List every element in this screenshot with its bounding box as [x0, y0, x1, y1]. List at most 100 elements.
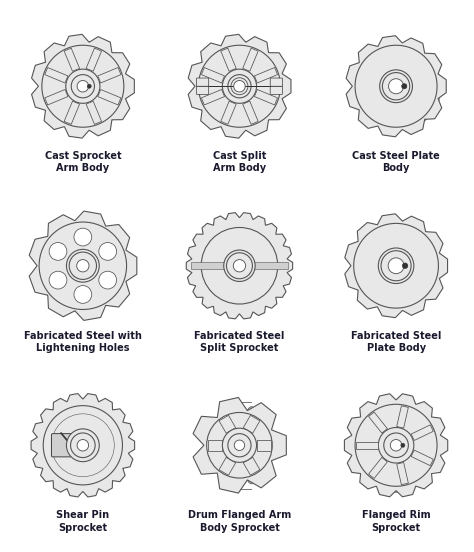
Circle shape [378, 248, 414, 284]
Polygon shape [356, 442, 378, 449]
Polygon shape [86, 48, 101, 71]
Polygon shape [397, 463, 408, 485]
Circle shape [49, 242, 67, 261]
Circle shape [74, 285, 92, 304]
Circle shape [71, 75, 94, 98]
Text: Shear Pin
Sprocket: Shear Pin Sprocket [56, 510, 109, 533]
FancyBboxPatch shape [228, 258, 238, 274]
Circle shape [77, 81, 89, 92]
Circle shape [66, 69, 100, 103]
Circle shape [401, 83, 407, 89]
Ellipse shape [241, 44, 251, 128]
Text: Fabricated Steel
Plate Body: Fabricated Steel Plate Body [351, 331, 441, 353]
Circle shape [207, 412, 272, 478]
Polygon shape [45, 89, 68, 105]
Polygon shape [32, 34, 134, 138]
Text: Flanged Rim
Sprocket: Flanged Rim Sprocket [362, 510, 430, 533]
Circle shape [99, 271, 117, 289]
Circle shape [49, 271, 67, 289]
Ellipse shape [71, 44, 82, 128]
Polygon shape [98, 67, 121, 83]
Polygon shape [369, 412, 387, 433]
Circle shape [233, 259, 246, 272]
Circle shape [383, 72, 410, 100]
Polygon shape [201, 89, 225, 105]
Circle shape [402, 263, 408, 268]
Polygon shape [201, 67, 225, 83]
Polygon shape [411, 425, 433, 440]
Polygon shape [345, 214, 447, 317]
Circle shape [234, 81, 245, 92]
Polygon shape [221, 48, 236, 71]
Circle shape [378, 427, 414, 463]
Polygon shape [219, 457, 236, 475]
Circle shape [43, 406, 122, 485]
FancyBboxPatch shape [270, 86, 283, 94]
Circle shape [39, 222, 127, 310]
Circle shape [356, 45, 441, 130]
Circle shape [66, 250, 99, 282]
Polygon shape [98, 89, 121, 105]
Text: Drum Flanged Arm
Body Sprocket: Drum Flanged Arm Body Sprocket [188, 510, 291, 533]
Circle shape [42, 45, 124, 127]
Circle shape [227, 253, 253, 279]
Ellipse shape [384, 396, 394, 494]
Polygon shape [397, 406, 408, 428]
Circle shape [355, 404, 437, 486]
Circle shape [74, 228, 92, 246]
Circle shape [354, 224, 438, 308]
Text: Cast Steel Plate
Body: Cast Steel Plate Body [352, 151, 440, 173]
Polygon shape [188, 34, 291, 138]
Circle shape [99, 242, 117, 261]
Bar [191, 262, 288, 269]
Text: Fabricated Steel with
Lightening Holes: Fabricated Steel with Lightening Holes [24, 331, 142, 353]
Polygon shape [219, 415, 236, 433]
Polygon shape [345, 394, 448, 497]
Circle shape [380, 70, 412, 103]
Polygon shape [255, 67, 278, 83]
Ellipse shape [228, 44, 238, 128]
Circle shape [384, 433, 409, 458]
Circle shape [69, 252, 97, 279]
Polygon shape [243, 101, 258, 124]
Ellipse shape [242, 407, 261, 484]
Circle shape [71, 433, 95, 458]
Polygon shape [208, 440, 222, 451]
Circle shape [231, 78, 248, 95]
Polygon shape [86, 101, 101, 124]
Polygon shape [64, 101, 80, 124]
Circle shape [401, 443, 405, 447]
Circle shape [390, 439, 402, 451]
Ellipse shape [398, 222, 406, 309]
Polygon shape [243, 48, 258, 71]
Circle shape [389, 79, 403, 94]
Polygon shape [369, 458, 387, 479]
Circle shape [77, 439, 89, 451]
Circle shape [355, 45, 437, 127]
Polygon shape [221, 101, 236, 124]
Circle shape [234, 440, 245, 450]
Ellipse shape [218, 407, 237, 484]
Polygon shape [256, 440, 271, 451]
Polygon shape [45, 67, 68, 83]
Ellipse shape [398, 396, 408, 494]
Circle shape [77, 259, 89, 272]
FancyBboxPatch shape [51, 434, 72, 457]
Polygon shape [346, 36, 446, 137]
FancyBboxPatch shape [270, 78, 283, 86]
Polygon shape [255, 89, 278, 105]
FancyBboxPatch shape [240, 258, 251, 274]
Ellipse shape [84, 44, 95, 128]
Polygon shape [243, 415, 260, 433]
Text: Cast Sprocket
Arm Body: Cast Sprocket Arm Body [45, 151, 121, 173]
Polygon shape [31, 394, 135, 497]
Polygon shape [243, 457, 260, 475]
Polygon shape [29, 211, 137, 320]
Circle shape [87, 84, 91, 88]
Circle shape [388, 258, 404, 274]
Polygon shape [193, 397, 286, 493]
Circle shape [199, 45, 281, 127]
FancyBboxPatch shape [196, 78, 209, 86]
Text: Cast Split
Arm Body: Cast Split Arm Body [213, 151, 266, 173]
Circle shape [228, 75, 251, 98]
